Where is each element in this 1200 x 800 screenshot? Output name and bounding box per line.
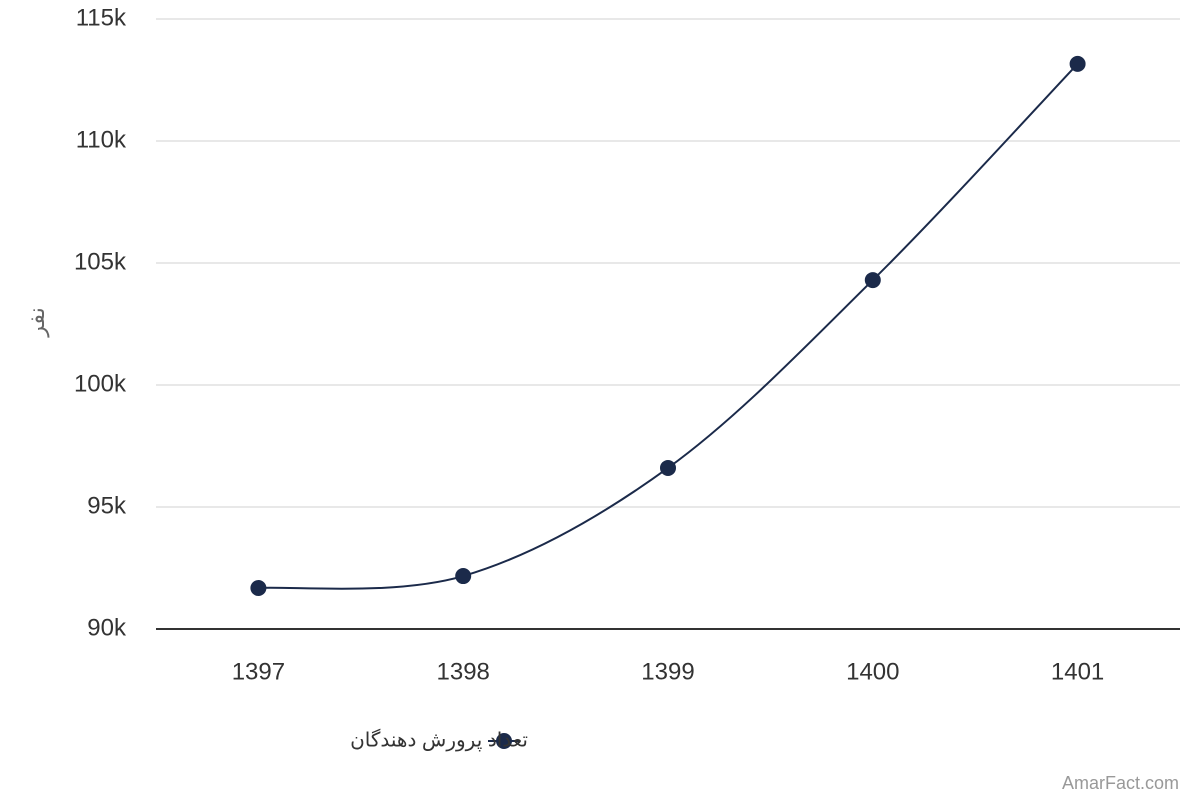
y-tick-label: 90k	[87, 614, 127, 641]
legend-marker	[496, 733, 512, 749]
point	[1069, 55, 1086, 72]
y-tick-label: 115k	[76, 4, 127, 31]
x-tick-label: 1401	[1051, 658, 1104, 685]
x-tick-label: 1400	[846, 658, 899, 685]
y-tick-label: 110k	[76, 126, 127, 153]
credit: AmarFact.com	[1062, 773, 1179, 793]
point	[455, 568, 472, 585]
point	[250, 580, 267, 597]
y-tick-label: 105k	[74, 248, 127, 275]
x-tick-label: 1397	[232, 658, 285, 685]
legend-label: تعداد پرورش دهندگان	[350, 728, 528, 752]
y-axis-label: نفر	[24, 307, 49, 337]
x-tick-label: 1399	[641, 658, 694, 685]
point	[864, 272, 881, 289]
x-tick-label: 1398	[437, 658, 490, 685]
point	[660, 459, 676, 476]
y-tick-label: 95k	[87, 492, 127, 519]
y-tick-label: 100k	[74, 370, 127, 397]
series-line	[258, 63, 1079, 590]
